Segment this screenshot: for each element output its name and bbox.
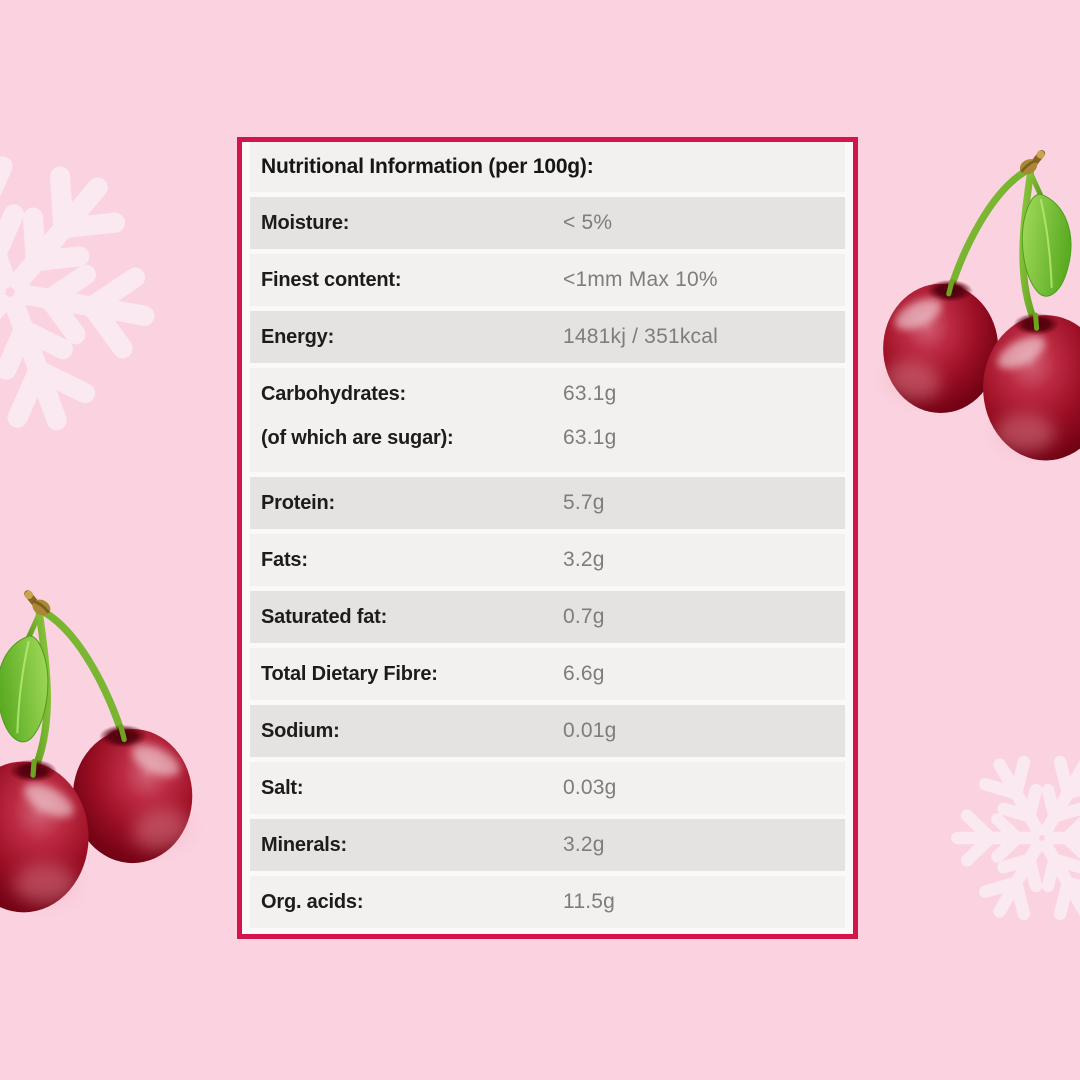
table-row-line: Protein: 5.7g: [250, 477, 845, 529]
row-label: Minerals:: [261, 833, 348, 856]
table-row: Fats: 3.2g: [250, 534, 845, 586]
table-row-line: Total Dietary Fibre: 6.6g: [250, 648, 845, 700]
row-value: 1481kj / 351kcal: [563, 325, 718, 348]
table-row-line: Fats: 3.2g: [250, 534, 845, 586]
cherries-image: [0, 578, 208, 924]
table-row: Protein: 5.7g: [250, 477, 845, 529]
row-value: 6.6g: [563, 662, 605, 685]
table-row-line: Salt: 0.03g: [250, 762, 845, 814]
table-row: Total Dietary Fibre: 6.6g: [250, 648, 845, 700]
table-row: Finest content: <1mm Max 10%: [250, 254, 845, 306]
row-label: Total Dietary Fibre:: [261, 662, 438, 685]
table-row-line: Energy: 1481kj / 351kcal: [250, 311, 845, 363]
row-label: Saturated fat:: [261, 605, 388, 628]
row-label: Energy:: [261, 325, 335, 348]
row-label: Moisture:: [261, 211, 350, 234]
table-body: Moisture: < 5% Finest content: <1mm Max …: [250, 197, 845, 928]
snowflake-icon: [0, 109, 193, 475]
row-value: 0.7g: [563, 605, 605, 628]
cherries-image: [868, 138, 1080, 472]
table-header: Nutritional Information (per 100g):: [250, 142, 845, 192]
table-row: Energy: 1481kj / 351kcal: [250, 311, 845, 363]
row-label: Sodium:: [261, 719, 340, 742]
table-row: Salt: 0.03g: [250, 762, 845, 814]
row-value: < 5%: [563, 211, 613, 234]
snowflake-icon: [944, 740, 1080, 936]
row-value: 3.2g: [563, 548, 605, 571]
row-value: 63.1g: [563, 426, 617, 449]
row-value: <1mm Max 10%: [563, 268, 718, 291]
row-value: 63.1g: [563, 382, 617, 405]
table-row: Org. acids: 11.5g: [250, 876, 845, 928]
row-label: Salt:: [261, 776, 304, 799]
nutrition-table: Nutritional Information (per 100g): Mois…: [237, 137, 858, 939]
table-row-line: Moisture: < 5%: [250, 197, 845, 249]
row-label: Finest content:: [261, 268, 402, 291]
table-row-line: Sodium: 0.01g: [250, 705, 845, 757]
row-label: Fats:: [261, 548, 308, 571]
table-row-line: Finest content: <1mm Max 10%: [250, 254, 845, 306]
row-value: 3.2g: [563, 833, 605, 856]
table-row-line: Saturated fat: 0.7g: [250, 591, 845, 643]
row-label: (of which are sugar):: [261, 426, 454, 449]
table-row: Sodium: 0.01g: [250, 705, 845, 757]
table-row-line: Carbohydrates: 63.1g: [250, 372, 845, 416]
row-label: Protein:: [261, 491, 335, 514]
row-label: Carbohydrates:: [261, 382, 407, 405]
table-row-line: (of which are sugar): 63.1g: [250, 416, 845, 460]
row-value: 0.01g: [563, 719, 617, 742]
row-value: 5.7g: [563, 491, 605, 514]
table-row: Saturated fat: 0.7g: [250, 591, 845, 643]
table-row: Minerals: 3.2g: [250, 819, 845, 871]
row-value: 0.03g: [563, 776, 617, 799]
row-value: 11.5g: [563, 890, 615, 913]
table-row: Moisture: < 5%: [250, 197, 845, 249]
table-row: Carbohydrates: 63.1g (of which are sugar…: [250, 368, 845, 472]
table-row-line: Minerals: 3.2g: [250, 819, 845, 871]
table-row-line: Org. acids: 11.5g: [250, 876, 845, 928]
row-label: Org. acids:: [261, 890, 364, 913]
